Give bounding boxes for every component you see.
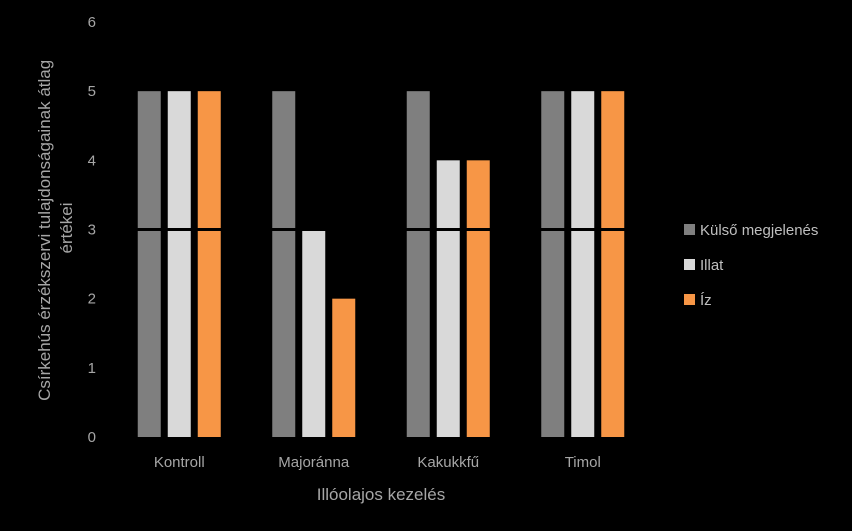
bar (272, 91, 296, 438)
bar (571, 91, 595, 438)
legend-swatch (684, 259, 695, 270)
x-axis-title: Illóolajos kezelés (317, 485, 446, 504)
y-tick-label: 4 (88, 152, 96, 169)
bar (541, 91, 565, 438)
bar (601, 91, 625, 438)
x-tick-label: Timol (565, 454, 601, 471)
legend-swatch (684, 224, 695, 235)
x-axis-ticks: Kontroll Majoránna Kakukkfű Timol (154, 454, 601, 471)
bar (332, 298, 356, 437)
y-tick-label: 0 (88, 429, 96, 446)
bar (406, 91, 430, 438)
legend-swatch (684, 294, 695, 305)
bar (197, 91, 221, 438)
y-axis-ticks: 0 1 2 3 4 5 6 (88, 14, 96, 446)
legend-label: Illat (700, 257, 724, 274)
bar (436, 160, 460, 438)
y-tick-label: 1 (88, 360, 96, 377)
bar (137, 91, 161, 438)
y-axis-title: Csírkehús érzékszervi tulajdonságainak á… (35, 55, 76, 401)
y-axis-title-line-1: Csírkehús érzékszervi tulajdonságainak á… (35, 60, 54, 401)
y-tick-label: 6 (88, 14, 96, 31)
x-tick-label: Kakukkfű (417, 454, 479, 471)
x-tick-label: Kontroll (154, 454, 205, 471)
y-axis-title-line-2: értékei (57, 202, 76, 253)
legend: Külső megjelenés Illat Íz (684, 222, 818, 309)
legend-label: Külső megjelenés (700, 222, 818, 239)
y-tick-label: 2 (88, 291, 96, 308)
legend-label: Íz (700, 292, 712, 309)
bar (466, 160, 490, 438)
bar (302, 229, 326, 437)
bar (167, 91, 191, 438)
y-tick-label: 5 (88, 83, 96, 100)
y-tick-label: 3 (88, 222, 96, 239)
x-tick-label: Majoránna (278, 454, 350, 471)
